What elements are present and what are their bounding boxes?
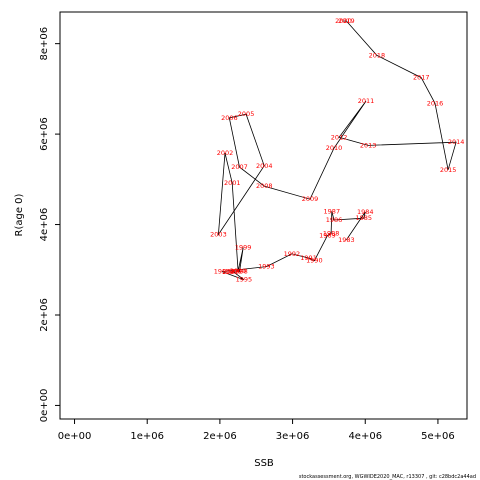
point-label-1988: 1988 bbox=[323, 230, 340, 238]
point-label-2005: 2005 bbox=[238, 110, 255, 118]
point-label-1998: 1998 bbox=[231, 268, 248, 276]
x-axis-title: SSB bbox=[254, 458, 274, 469]
y-axis-title: R(age 0) bbox=[14, 193, 25, 236]
point-label-1986: 1986 bbox=[326, 216, 343, 224]
point-label-2008: 2008 bbox=[256, 182, 273, 190]
point-label-2017: 2017 bbox=[413, 74, 430, 82]
point-label-2009: 2009 bbox=[302, 195, 319, 203]
point-label-1985: 1985 bbox=[356, 214, 373, 222]
point-label-1999: 1999 bbox=[235, 244, 252, 252]
point-label-2004: 2004 bbox=[256, 162, 273, 170]
point-label-1983: 1983 bbox=[338, 236, 355, 244]
point-label-2003: 2003 bbox=[210, 230, 227, 238]
y-tick-label: 0e+00 bbox=[39, 389, 50, 423]
y-tick-label: 8e+06 bbox=[39, 27, 50, 61]
point-label-1989: 1989 bbox=[319, 231, 336, 239]
x-tick-label: 2e+06 bbox=[203, 431, 237, 442]
point-label-1984: 1984 bbox=[357, 208, 374, 216]
y-tick-label: 6e+06 bbox=[39, 117, 50, 151]
y-tick-label: 2e+06 bbox=[39, 298, 50, 332]
point-label-2010: 2010 bbox=[326, 144, 343, 152]
point-label-2006: 2006 bbox=[221, 114, 238, 122]
point-label-2019: 2019 bbox=[338, 17, 355, 25]
point-label-2013: 2013 bbox=[360, 141, 377, 149]
point-label-2002: 2002 bbox=[217, 149, 234, 157]
point-label-1993: 1993 bbox=[258, 263, 275, 271]
point-label-2015: 2015 bbox=[440, 166, 457, 174]
y-axis: 0e+00 2e+06 4e+06 6e+06 8e+06 bbox=[39, 27, 61, 423]
point-label-2012: 2012 bbox=[331, 133, 348, 141]
x-tick-label: 0e+00 bbox=[58, 431, 92, 442]
trajectory-line bbox=[217, 20, 457, 281]
point-label-1987: 1987 bbox=[324, 207, 341, 215]
point-label-2014: 2014 bbox=[448, 138, 465, 146]
point-label-2020: 2020 bbox=[335, 17, 352, 25]
point-label-1997: 1997 bbox=[222, 268, 239, 276]
plot-frame bbox=[59, 11, 468, 420]
point-label-1994: 1994 bbox=[214, 268, 231, 276]
y-tick-label: 4e+06 bbox=[39, 208, 50, 242]
point-label-1995: 1995 bbox=[236, 276, 253, 284]
x-tick-label: 1e+06 bbox=[130, 431, 164, 442]
point-label-2016: 2016 bbox=[427, 99, 444, 107]
point-label-2001: 2001 bbox=[224, 179, 241, 187]
point-label-1996: 1996 bbox=[225, 268, 242, 276]
x-axis: 0e+00 1e+06 2e+06 3e+06 4e+06 5e+06 bbox=[58, 418, 455, 442]
point-label-1992: 1992 bbox=[284, 250, 301, 258]
x-tick-label: 3e+06 bbox=[276, 431, 310, 442]
point-label-1990: 1990 bbox=[306, 257, 323, 265]
point-label-2000: 2000 bbox=[230, 267, 247, 275]
x-tick-label: 5e+06 bbox=[421, 431, 455, 442]
x-tick-label: 4e+06 bbox=[348, 431, 382, 442]
point-label-2011: 2011 bbox=[358, 97, 375, 105]
point-label-1991: 1991 bbox=[300, 254, 317, 262]
point-label-2018: 2018 bbox=[369, 51, 386, 59]
footer-note: stockassessment.org, WGWIDE2020_MAC, r13… bbox=[299, 474, 476, 480]
point-label-2007: 2007 bbox=[231, 163, 248, 171]
